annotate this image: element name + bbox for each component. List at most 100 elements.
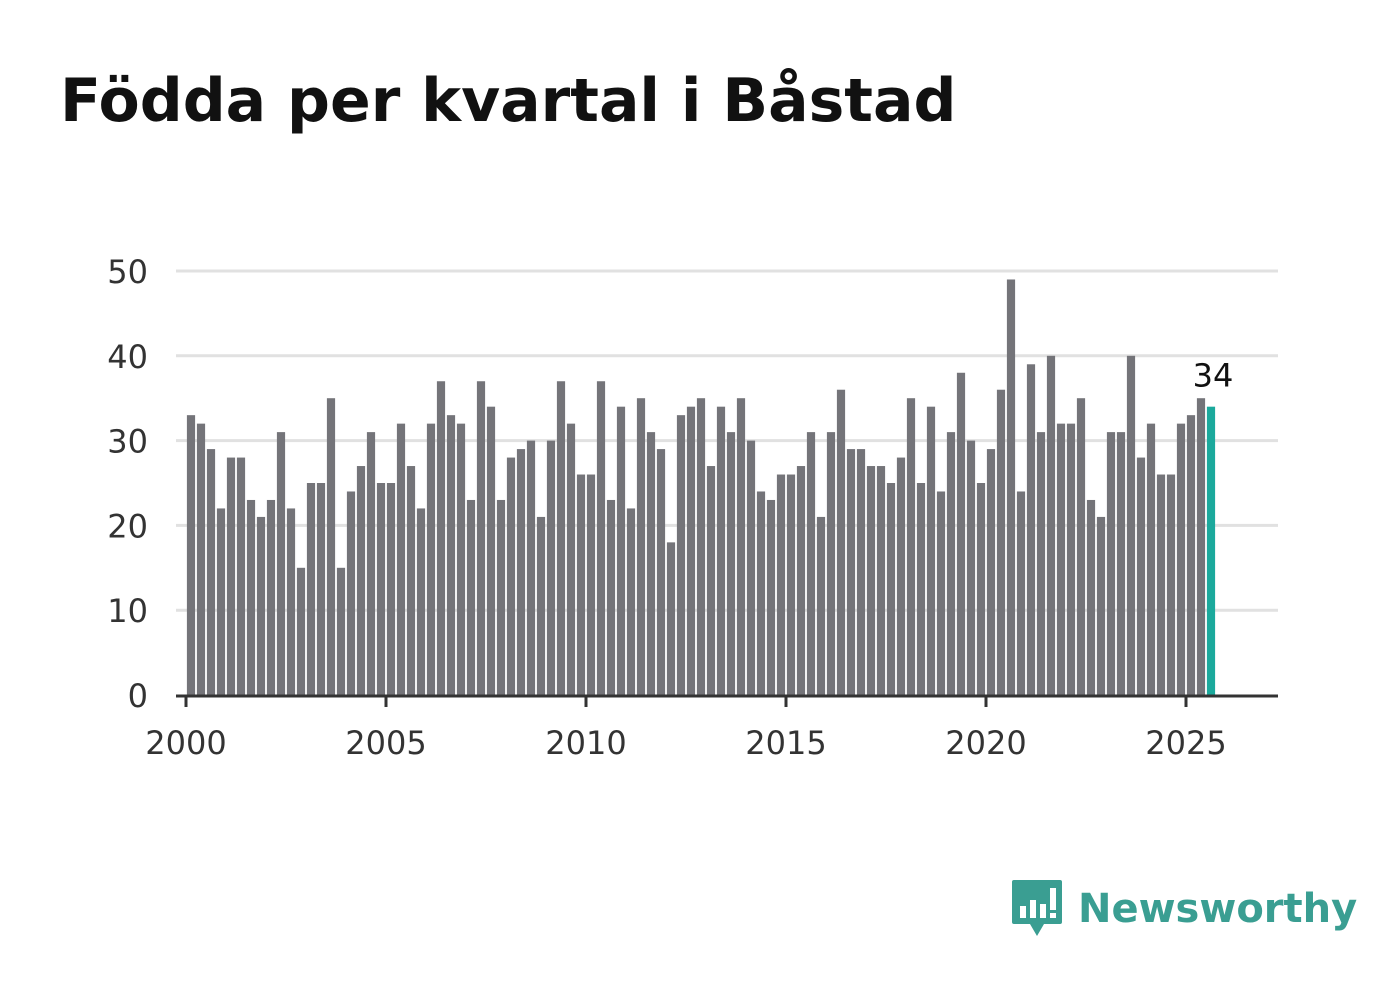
- bar: [1166, 474, 1176, 695]
- bar: [1136, 457, 1146, 695]
- bar: [946, 432, 956, 695]
- bar: [516, 449, 526, 695]
- bar: [596, 381, 606, 695]
- bar: [436, 381, 446, 695]
- bar: [666, 542, 676, 695]
- bar: [976, 483, 986, 695]
- bar: [686, 406, 696, 695]
- bar: [936, 491, 946, 695]
- x-tick-label: 2020: [945, 724, 1026, 762]
- bar: [246, 499, 256, 695]
- bar: [1156, 474, 1166, 695]
- bar: [416, 508, 426, 695]
- bar: [746, 440, 756, 695]
- labels: 0 10 20 30 40 50 34 2000 2005 2010 2015 2020 2025: [107, 253, 1233, 762]
- bar: [566, 423, 576, 695]
- bar: [306, 483, 316, 695]
- bar: [636, 398, 646, 695]
- bar: [1116, 432, 1126, 695]
- bar: [276, 432, 286, 695]
- bar: [1056, 423, 1066, 695]
- bar: [476, 381, 486, 695]
- bar: [226, 457, 236, 695]
- bar: [506, 457, 516, 695]
- bar: [496, 499, 506, 695]
- bar: [1186, 415, 1196, 695]
- bar: [906, 398, 916, 695]
- y-tick-label: 30: [107, 423, 148, 461]
- axes: [176, 694, 1278, 707]
- bar: [206, 449, 216, 695]
- bar: [956, 372, 966, 695]
- bar: [396, 423, 406, 695]
- bar: [286, 508, 296, 695]
- bar: [1066, 423, 1076, 695]
- y-tick-label: 20: [107, 507, 148, 545]
- bar: [606, 499, 616, 695]
- bar: [846, 449, 856, 695]
- bar: [386, 483, 396, 695]
- bar: [556, 381, 566, 695]
- bar: [726, 432, 736, 695]
- bar: [756, 491, 766, 695]
- bar: [836, 389, 846, 695]
- bar: [576, 474, 586, 695]
- bar: [1036, 432, 1046, 695]
- bar: [826, 432, 836, 695]
- bar: [536, 516, 546, 695]
- bar: [886, 483, 896, 695]
- brand-name: Newsworthy: [1078, 886, 1358, 932]
- bar: [1006, 279, 1016, 695]
- newsworthy-logo[interactable]: Newsworthy: [1010, 878, 1357, 940]
- x-tick-label: 2000: [145, 724, 226, 762]
- bar: [526, 440, 536, 695]
- bar: [1046, 355, 1056, 695]
- chart-bubble-icon: [1012, 880, 1062, 936]
- bar: [256, 516, 266, 695]
- bar: [1146, 423, 1156, 695]
- bar: [656, 449, 666, 695]
- bar: [296, 567, 306, 695]
- bar: [406, 466, 416, 695]
- bar: [1196, 398, 1206, 695]
- chart-title: Födda per kvartal i Båstad: [60, 66, 957, 136]
- bar: [796, 466, 806, 695]
- bar: [696, 398, 706, 695]
- x-tick-label: 2025: [1145, 724, 1226, 762]
- bar: [366, 432, 376, 695]
- bar: [236, 457, 246, 695]
- bar: [816, 516, 826, 695]
- bar: [1086, 499, 1096, 695]
- bar: [216, 508, 226, 695]
- y-tick-label: 10: [107, 592, 148, 630]
- bar: [1016, 491, 1026, 695]
- bar: [856, 449, 866, 695]
- bar: [546, 440, 556, 695]
- bar: [876, 466, 886, 695]
- bar: [1176, 423, 1186, 695]
- y-tick-label: 0: [128, 677, 148, 715]
- x-tick-label: 2010: [545, 724, 626, 762]
- bar: [326, 398, 336, 695]
- bar: [896, 457, 906, 695]
- bar: [426, 423, 436, 695]
- bar: [806, 432, 816, 695]
- bar: [786, 474, 796, 695]
- bar: [196, 423, 206, 695]
- bar: [1026, 364, 1036, 695]
- bar: [616, 406, 626, 695]
- bar: [706, 466, 716, 695]
- bar: [1096, 516, 1106, 695]
- bar: [776, 474, 786, 695]
- bar: [986, 449, 996, 695]
- bar: [456, 423, 466, 695]
- bar-highlight: [1206, 406, 1216, 695]
- bar: [336, 567, 346, 695]
- bar: [1106, 432, 1116, 695]
- bar: [916, 483, 926, 695]
- bar: [586, 474, 596, 695]
- bar: [966, 440, 976, 695]
- bar: [266, 499, 276, 695]
- bar: [316, 483, 326, 695]
